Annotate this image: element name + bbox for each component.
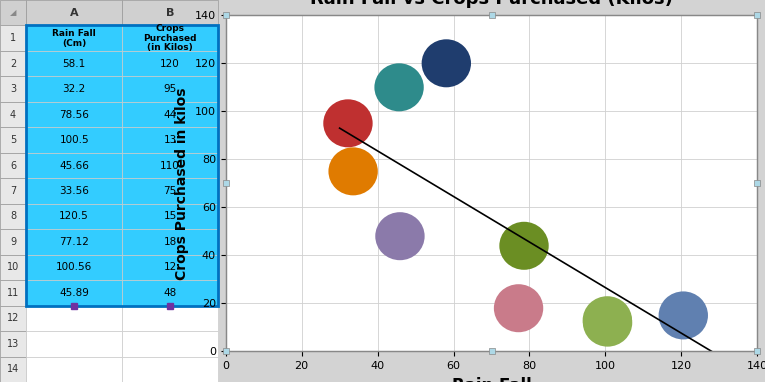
Bar [122, 178, 218, 204]
Text: 110: 110 [160, 160, 180, 170]
Text: A: A [70, 8, 79, 18]
Text: 32.2: 32.2 [63, 84, 86, 94]
Text: 12: 12 [7, 313, 19, 323]
Text: 77.12: 77.12 [59, 237, 89, 247]
Bar [26, 127, 122, 153]
Text: 14: 14 [7, 364, 19, 374]
Text: 44: 44 [164, 110, 177, 120]
Bar [122, 26, 218, 51]
Text: 2: 2 [10, 59, 16, 69]
Bar [0, 356, 26, 382]
Text: 100.56: 100.56 [56, 262, 93, 272]
Text: 45.89: 45.89 [59, 288, 89, 298]
Bar [26, 306, 122, 331]
Bar [26, 255, 122, 280]
Text: ◢: ◢ [10, 8, 16, 17]
Text: 33.56: 33.56 [59, 186, 89, 196]
Text: 15: 15 [164, 212, 177, 222]
Bar [122, 306, 218, 331]
Text: 48: 48 [164, 288, 177, 298]
Text: 7: 7 [10, 186, 16, 196]
Text: 75: 75 [164, 186, 177, 196]
Bar [0, 178, 26, 204]
Bar [0, 204, 26, 229]
Bar [122, 51, 218, 76]
Text: Rain Fall
(Cm): Rain Fall (Cm) [52, 29, 96, 47]
Text: 45.66: 45.66 [59, 160, 89, 170]
Bar [122, 0, 218, 26]
Bar [26, 102, 122, 127]
Text: 4: 4 [10, 110, 16, 120]
Ellipse shape [659, 291, 708, 340]
Bar [122, 356, 218, 382]
Bar [0, 280, 26, 306]
Text: 11: 11 [7, 288, 19, 298]
Bar [0, 102, 26, 127]
Text: 100.5: 100.5 [60, 135, 89, 145]
Text: 78.56: 78.56 [59, 110, 89, 120]
Text: Crops
Purchased
(in Kilos): Crops Purchased (in Kilos) [143, 24, 197, 52]
Bar [0, 331, 26, 356]
Text: 1: 1 [10, 33, 16, 43]
Bar [0, 306, 26, 331]
Bar [26, 153, 122, 178]
Text: 8: 8 [10, 212, 16, 222]
Bar [122, 102, 218, 127]
Bar [26, 331, 122, 356]
Bar [0, 229, 26, 255]
Ellipse shape [422, 39, 471, 87]
Ellipse shape [328, 147, 378, 195]
Bar [122, 153, 218, 178]
Ellipse shape [376, 212, 425, 260]
Bar [122, 331, 218, 356]
Bar [0, 255, 26, 280]
Text: 3: 3 [10, 84, 16, 94]
Bar [26, 229, 122, 255]
Bar [26, 204, 122, 229]
Bar [26, 356, 122, 382]
Text: 12: 12 [164, 262, 177, 272]
Y-axis label: Crops Purchased in kilos: Crops Purchased in kilos [175, 87, 189, 280]
Ellipse shape [494, 284, 543, 332]
Text: 13: 13 [7, 339, 19, 349]
Bar [122, 204, 218, 229]
X-axis label: Rain Fall: Rain Fall [451, 377, 532, 382]
Bar [0, 76, 26, 102]
Text: 6: 6 [10, 160, 16, 170]
Bar [26, 51, 122, 76]
Text: 120: 120 [160, 59, 180, 69]
Ellipse shape [324, 99, 373, 147]
Bar [122, 127, 218, 153]
Bar [122, 255, 218, 280]
Text: B: B [166, 8, 174, 18]
Bar [26, 0, 122, 26]
Text: 120.5: 120.5 [59, 212, 89, 222]
Bar [26, 178, 122, 204]
Ellipse shape [374, 63, 424, 111]
Bar [26, 76, 122, 102]
Text: 18: 18 [164, 237, 177, 247]
Text: 10: 10 [7, 262, 19, 272]
Ellipse shape [583, 296, 632, 344]
Text: 9: 9 [10, 237, 16, 247]
Ellipse shape [583, 299, 632, 346]
Bar [26, 26, 122, 51]
Text: 58.1: 58.1 [63, 59, 86, 69]
Bar [122, 280, 218, 306]
Bar [0, 0, 26, 26]
Bar [122, 76, 218, 102]
Bar [122, 229, 218, 255]
Text: 5: 5 [10, 135, 16, 145]
Bar [0, 153, 26, 178]
Bar [26, 26, 218, 306]
Ellipse shape [500, 222, 549, 270]
Bar [0, 127, 26, 153]
Bar [26, 280, 122, 306]
Text: 13: 13 [164, 135, 177, 145]
Bar [0, 26, 26, 51]
Text: 95: 95 [164, 84, 177, 94]
Bar [0, 51, 26, 76]
Title: Rain Fall vs Crops Purchased (Kilos): Rain Fall vs Crops Purchased (Kilos) [310, 0, 673, 8]
